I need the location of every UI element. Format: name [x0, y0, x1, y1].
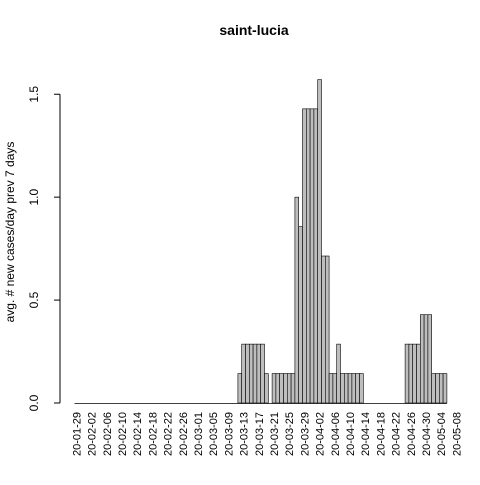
bar-59 [298, 226, 303, 404]
bar-97 [442, 373, 448, 404]
bar-46 [249, 343, 254, 404]
x-tick-label-1: 20-02-02 [87, 412, 99, 456]
bar-56 [286, 373, 292, 404]
bar-88 [408, 343, 413, 404]
x-tick-label-21: 20-04-22 [391, 412, 403, 456]
y-tick-label-3: 1.5 [27, 86, 41, 103]
y-tick-label-2: 1.0 [27, 188, 41, 205]
x-tick-label-2: 20-02-06 [102, 412, 114, 456]
bar-67 [328, 373, 334, 404]
x-tick-label-5: 20-02-18 [147, 412, 159, 456]
x-tick-label-14: 20-03-25 [284, 412, 296, 456]
x-tick-label-6: 20-02-22 [163, 412, 175, 456]
x-tick-label-17: 20-04-06 [330, 412, 342, 456]
bar-71 [343, 373, 349, 404]
bar-89 [412, 343, 417, 404]
bar-44 [241, 343, 246, 404]
bar-90 [416, 343, 421, 404]
bar-69 [336, 343, 341, 404]
bars-group [74, 79, 448, 404]
bar-50 [264, 373, 269, 404]
bar-61 [305, 108, 311, 404]
x-tick-label-8: 20-03-01 [193, 412, 205, 456]
x-axis: 20-01-29 20-02-02 20-02-06 20-02-10 20-02-14… [71, 412, 463, 456]
x-tick-label-25: 20-05-08 [451, 412, 463, 456]
x-tick-label-3: 20-02-10 [117, 412, 129, 456]
bar-68 [332, 373, 337, 404]
y-axis: 0.0 0.5 1.0 1.5 [27, 86, 61, 411]
x-tick-label-13: 20-03-21 [269, 412, 281, 456]
y-tick-label-1: 0.5 [27, 291, 41, 308]
bar-43 [237, 373, 242, 404]
bar-62 [309, 108, 315, 404]
bar-65 [321, 255, 326, 404]
bar-64 [317, 79, 322, 404]
bar-57 [290, 373, 296, 404]
bar-72 [347, 373, 353, 404]
x-tick-label-18: 20-04-10 [345, 412, 357, 456]
bar-92 [423, 314, 429, 404]
x-tick-label-10: 20-03-09 [223, 412, 235, 456]
bar-73 [351, 373, 356, 404]
x-tick-label-0: 20-01-29 [71, 412, 83, 456]
x-tick-label-15: 20-03-29 [299, 412, 311, 456]
bar-54 [279, 373, 284, 404]
bar-74 [355, 373, 360, 404]
bar-60 [302, 108, 307, 404]
bar-93 [427, 314, 432, 404]
x-tick-label-24: 20-05-04 [436, 412, 448, 456]
y-axis-label: avg. # new cases/day prev 7 days [3, 142, 17, 323]
x-tick-label-9: 20-03-05 [208, 412, 220, 456]
x-tick-label-23: 20-04-30 [421, 412, 433, 456]
bar-47 [252, 343, 258, 404]
x-tick-label-12: 20-03-17 [254, 412, 266, 456]
bar-91 [419, 314, 425, 404]
x-tick-label-19: 20-04-14 [360, 412, 372, 456]
bar-70 [340, 373, 345, 404]
y-tick-label-0: 0.0 [27, 394, 41, 411]
chart-title: saint-lucia [219, 22, 288, 38]
x-tick-label-22: 20-04-26 [406, 412, 418, 456]
x-tick-label-11: 20-03-13 [239, 412, 251, 456]
x-tick-label-16: 20-04-02 [315, 412, 327, 456]
bar-55 [283, 373, 288, 404]
bar-95 [435, 373, 440, 404]
bar-63 [313, 108, 318, 404]
bar-96 [438, 373, 444, 404]
bar-66 [324, 255, 330, 404]
x-tick-label-4: 20-02-14 [132, 412, 144, 456]
bar-58 [294, 196, 299, 404]
x-tick-label-7: 20-02-26 [178, 412, 190, 456]
bar-53 [275, 373, 280, 404]
x-tick-label-20: 20-04-18 [375, 412, 387, 456]
bar-75 [359, 373, 364, 404]
bar-52 [271, 373, 277, 404]
bar-45 [245, 343, 250, 404]
bar-94 [431, 373, 436, 404]
bar-48 [256, 343, 261, 404]
bar-87 [404, 343, 410, 404]
bar-49 [260, 343, 265, 404]
